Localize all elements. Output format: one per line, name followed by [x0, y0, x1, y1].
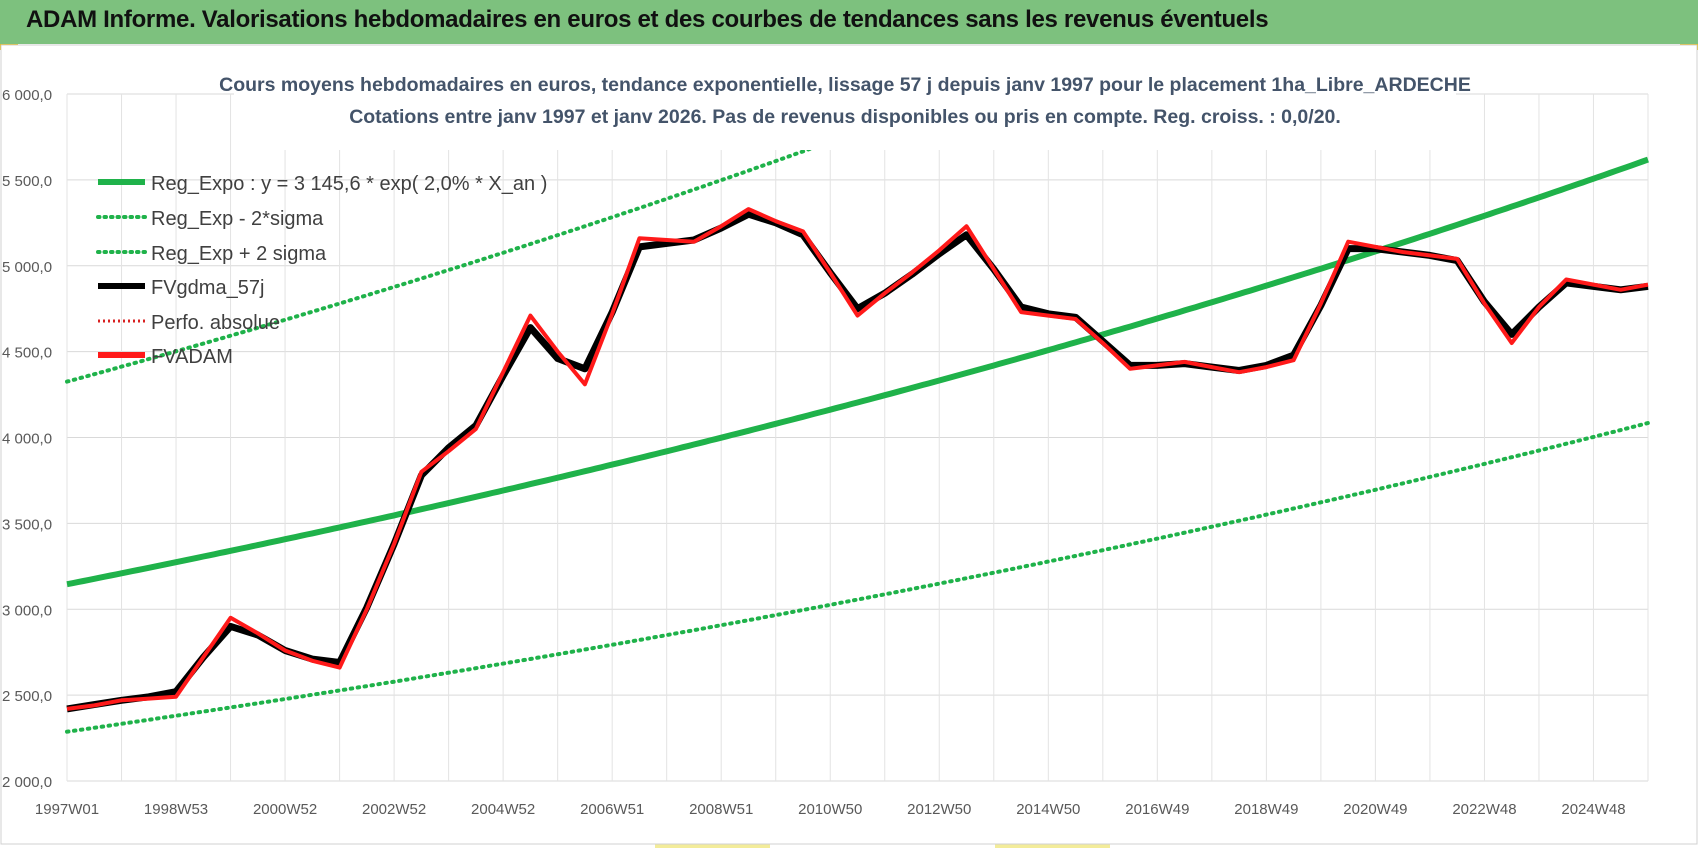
legend-label-fvadam: FVADAM [151, 346, 233, 368]
x-tick-label: 2010W50 [798, 801, 862, 818]
y-tick-label: 3 000,0 [2, 602, 52, 619]
chart-frame: Cours moyens hebdomadaires en euros, ten… [0, 44, 1698, 848]
y-tick-label: 4 000,0 [2, 431, 52, 448]
x-tick-label: 2016W49 [1125, 801, 1189, 818]
x-tick-label: 2008W51 [689, 801, 753, 818]
legend-label-fvgdma: FVgdma_57j [151, 277, 264, 299]
plot-border [0, 44, 1698, 845]
y-tick-label: 2 500,0 [2, 688, 52, 705]
x-tick-label: 2004W52 [471, 801, 535, 818]
x-tick-label: 2022W48 [1452, 801, 1516, 818]
y-tick-label: 2 000,0 [2, 774, 52, 791]
x-tick-label: 2024W48 [1561, 801, 1625, 818]
chart-legend: Reg_Expo : y = 3 145,6 * exp( 2,0% * X_a… [96, 173, 547, 368]
y-tick-label: 5 500,0 [2, 173, 52, 190]
legend-label-reg-minus: Reg_Exp - 2*sigma [151, 208, 324, 230]
page-title: ADAM Informe. Valorisations hebdomadaire… [26, 6, 1269, 33]
x-tick-label: 1997W01 [35, 801, 99, 818]
chart-title: Cours moyens hebdomadaires en euros, ten… [219, 74, 1471, 96]
x-tick-label: 2000W52 [253, 801, 317, 818]
legend-label-reg-plus: Reg_Exp + 2 sigma [151, 243, 327, 265]
x-tick-label: 2012W50 [907, 801, 971, 818]
y-tick-label: 6 000,0 [2, 87, 52, 104]
chart-svg: Cours moyens hebdomadaires en euros, ten… [0, 44, 1698, 845]
series-layer [65, 86, 1650, 734]
bottom-strip-1 [655, 842, 770, 848]
bottom-strip-2 [995, 842, 1110, 848]
y-tick-label: 3 500,0 [2, 516, 52, 533]
x-tick-label: 2020W49 [1343, 801, 1407, 818]
x-tick-label: 2014W50 [1016, 801, 1080, 818]
series-fvadam [66, 207, 1649, 711]
legend-label-reg-expo: Reg_Expo : y = 3 145,6 * exp( 2,0% * X_a… [151, 173, 547, 195]
title-backdrop [234, 64, 1456, 150]
legend-label-perfo: Perfo. absolue [151, 312, 280, 334]
x-tick-label: 1998W53 [144, 801, 208, 818]
header-band [0, 0, 1698, 44]
x-tick-label: 2018W49 [1234, 801, 1298, 818]
x-tick-label: 2006W51 [580, 801, 644, 818]
chart-subtitle: Cotations entre janv 1997 et janv 2026. … [349, 106, 1341, 128]
y-tick-label: 5 000,0 [2, 259, 52, 276]
x-axis-ticks: 1997W01 1998W53 2000W52 2002W52 2004W52 2006W… [35, 801, 1626, 818]
y-axis-ticks: 2 000,0 2 500,0 3 000,0 3 500,0 4 000,0 4 500… [2, 87, 52, 791]
x-tick-label: 2002W52 [362, 801, 426, 818]
series-reg-exp-minus-2sigma [65, 421, 1650, 734]
y-tick-label: 4 500,0 [2, 345, 52, 362]
